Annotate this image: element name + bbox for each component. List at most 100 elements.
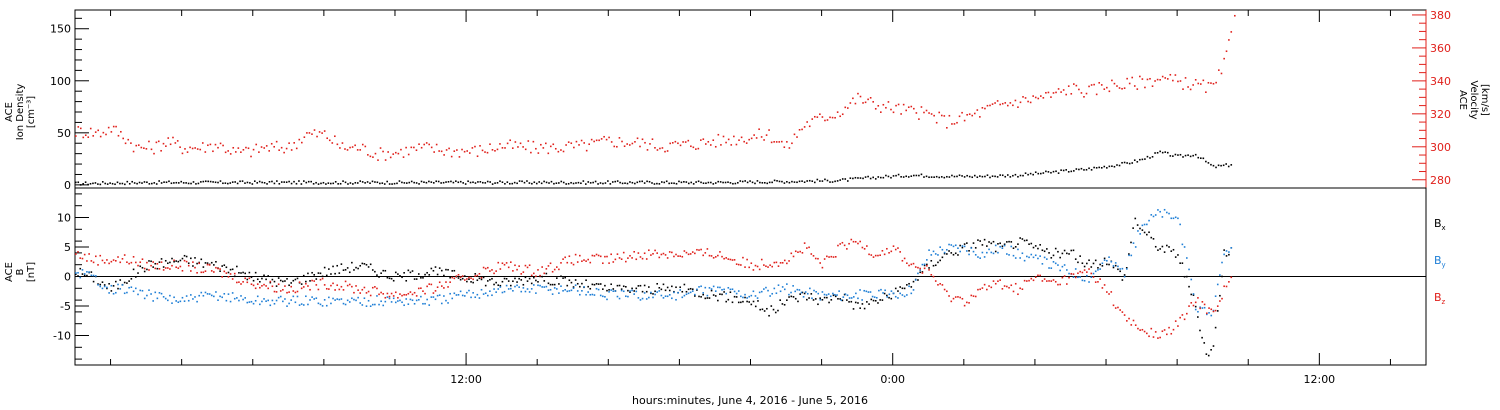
data-point xyxy=(1114,264,1117,267)
data-point xyxy=(481,149,484,152)
data-point xyxy=(1046,280,1048,282)
data-point xyxy=(456,149,458,151)
data-point xyxy=(519,142,522,145)
data-point xyxy=(1210,348,1212,351)
data-point xyxy=(612,261,615,263)
data-point xyxy=(1230,164,1233,166)
data-point xyxy=(1149,157,1151,159)
data-point xyxy=(692,183,695,185)
data-point xyxy=(1088,268,1090,270)
data-point xyxy=(356,149,359,151)
data-point xyxy=(966,174,968,177)
data-point xyxy=(932,250,935,253)
data-point xyxy=(1132,242,1135,244)
data-point xyxy=(568,290,571,292)
data-point xyxy=(221,275,223,278)
data-point xyxy=(179,146,181,148)
data-point xyxy=(321,277,324,280)
data-point xyxy=(882,292,884,294)
data-point xyxy=(765,134,768,136)
data-point xyxy=(765,286,767,289)
data-point xyxy=(869,97,872,99)
data-point xyxy=(409,271,412,274)
data-point xyxy=(277,296,280,299)
data-point xyxy=(679,255,681,257)
data-point xyxy=(599,182,602,184)
data-point xyxy=(499,143,501,145)
data-point xyxy=(809,287,811,290)
data-point xyxy=(516,182,518,185)
data-point xyxy=(509,261,512,263)
data-point xyxy=(859,289,861,291)
data-point xyxy=(560,180,563,183)
data-point xyxy=(1143,231,1146,234)
data-point xyxy=(819,297,821,299)
data-point xyxy=(1188,268,1190,271)
data-point xyxy=(239,180,241,183)
data-point xyxy=(199,148,202,151)
data-point xyxy=(158,292,161,294)
data-point xyxy=(397,296,399,299)
data-point xyxy=(583,259,585,261)
data-point xyxy=(354,144,356,147)
data-point xyxy=(602,262,604,265)
data-point xyxy=(877,176,880,178)
data-point xyxy=(636,137,639,140)
data-point xyxy=(873,296,876,299)
data-point xyxy=(538,181,541,183)
data-point xyxy=(1197,297,1199,299)
data-point xyxy=(999,279,1001,281)
data-point xyxy=(658,290,661,292)
data-point xyxy=(126,180,129,183)
data-point xyxy=(1070,249,1073,252)
data-point xyxy=(128,286,130,289)
data-point xyxy=(1065,93,1067,96)
data-point xyxy=(813,181,816,184)
data-point xyxy=(602,295,604,298)
data-point xyxy=(871,295,874,298)
data-point xyxy=(938,176,941,179)
data-point xyxy=(164,297,167,300)
data-point xyxy=(750,137,753,140)
data-point xyxy=(886,247,888,250)
data-point xyxy=(890,250,893,253)
data-point xyxy=(169,294,171,297)
data-point xyxy=(223,264,226,267)
data-point xyxy=(786,283,788,285)
data-point xyxy=(1172,79,1174,82)
data-point xyxy=(1194,153,1197,156)
data-point xyxy=(836,180,839,182)
data-point xyxy=(961,297,964,300)
data-point xyxy=(656,291,658,293)
data-point xyxy=(608,291,610,293)
data-point xyxy=(1059,256,1061,259)
data-point xyxy=(325,304,328,307)
data-point xyxy=(1067,85,1070,87)
data-point xyxy=(466,291,468,294)
data-point xyxy=(459,180,462,183)
data-point xyxy=(614,258,617,261)
data-point xyxy=(377,159,379,161)
data-point xyxy=(848,242,850,245)
data-point xyxy=(547,289,550,292)
data-point xyxy=(88,253,90,255)
data-point xyxy=(1040,172,1042,175)
data-point xyxy=(388,295,391,298)
data-point xyxy=(141,289,144,292)
data-point xyxy=(926,264,928,267)
data-point xyxy=(662,297,665,299)
data-point xyxy=(1234,14,1236,17)
data-point xyxy=(407,153,410,156)
data-point xyxy=(1134,246,1137,248)
data-point xyxy=(524,276,527,279)
data-point xyxy=(966,113,968,116)
data-point xyxy=(86,260,88,262)
data-point xyxy=(282,280,284,283)
data-point xyxy=(906,284,908,286)
data-point xyxy=(625,260,627,263)
data-point xyxy=(273,302,276,305)
data-point xyxy=(200,271,203,274)
data-point xyxy=(209,143,212,146)
data-point xyxy=(821,291,824,293)
data-point xyxy=(972,250,975,253)
